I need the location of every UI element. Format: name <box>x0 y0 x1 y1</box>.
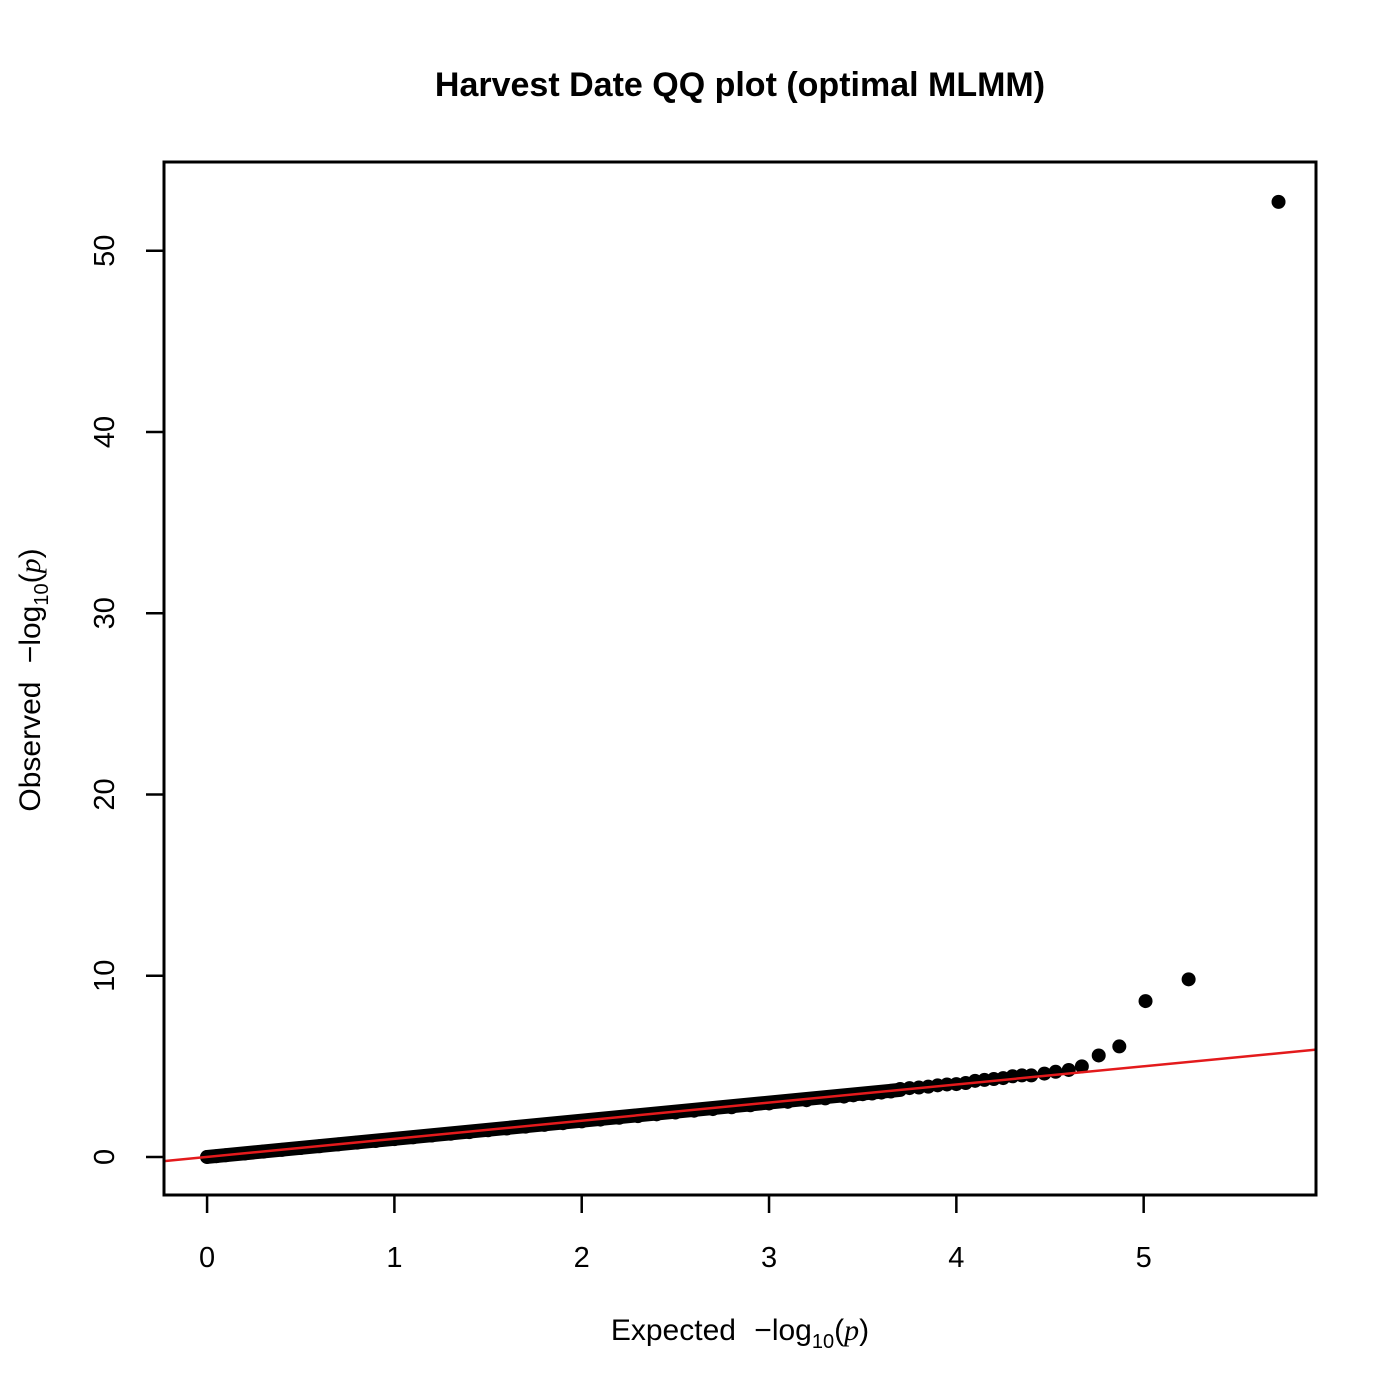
x-axis-label-log: log <box>772 1314 812 1347</box>
data-point <box>1181 972 1196 987</box>
x-tick-label: 4 <box>948 1242 964 1274</box>
points-layer <box>200 194 1286 1164</box>
x-tick-label: 3 <box>761 1242 777 1274</box>
data-point <box>1074 1059 1089 1074</box>
y-axis-label-log: log <box>14 606 47 646</box>
y-axis-label-variable: p <box>14 558 47 575</box>
y-tick-label: 50 <box>89 235 121 267</box>
x-axis-label-close-paren: ) <box>859 1314 869 1347</box>
data-point <box>818 1091 833 1106</box>
x-axis-label-subscript: 10 <box>812 1331 834 1353</box>
y-axis-label: Observed −log10(p) <box>14 548 53 811</box>
x-axis-label: Expected −log10(p) <box>611 1314 869 1353</box>
x-axis: 0 1 2 3 4 5 <box>199 1193 1152 1274</box>
data-point <box>1138 994 1153 1009</box>
y-tick-label: 40 <box>89 416 121 448</box>
y-axis-label-open-paren: ( <box>14 573 47 583</box>
y-axis-label-subscript: 10 <box>31 583 53 605</box>
data-point <box>1112 1039 1127 1054</box>
x-axis-label-variable: p <box>842 1314 859 1347</box>
x-tick-label: 5 <box>1136 1242 1152 1274</box>
chart-title: Harvest Date QQ plot (optimal MLMM) <box>435 66 1045 104</box>
data-point <box>1091 1048 1106 1063</box>
x-axis-label-minus: − <box>754 1314 772 1347</box>
plot-frame <box>162 160 1318 1197</box>
y-axis: 0 10 20 30 40 50 <box>89 235 166 1165</box>
data-point <box>1048 1064 1063 1079</box>
data-point <box>1271 194 1286 209</box>
x-tick-label: 0 <box>199 1242 215 1274</box>
x-axis-label-open-paren: ( <box>834 1314 844 1347</box>
x-axis-label-prefix: Expected <box>611 1314 736 1347</box>
y-axis-label-close-paren: ) <box>14 548 47 558</box>
y-tick-label: 20 <box>89 778 121 810</box>
y-axis-label-minus: − <box>14 646 47 664</box>
y-tick-label: 0 <box>89 1149 121 1165</box>
data-point <box>799 1093 814 1108</box>
data-point <box>1024 1068 1039 1083</box>
y-tick-label: 10 <box>89 960 121 992</box>
x-tick-label: 1 <box>386 1242 402 1274</box>
y-tick-label: 30 <box>89 597 121 629</box>
x-tick-label: 2 <box>574 1242 590 1274</box>
reference-line <box>163 1048 1317 1163</box>
y-axis-label-prefix: Observed <box>14 682 47 812</box>
